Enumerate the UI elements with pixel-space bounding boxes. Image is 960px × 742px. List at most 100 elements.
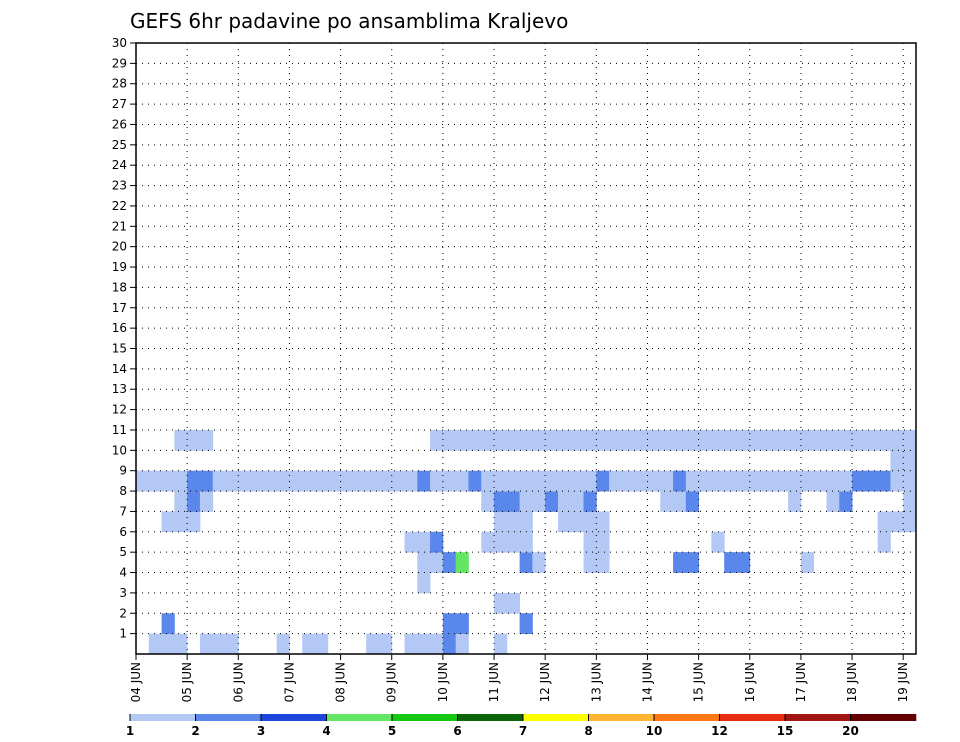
heatmap-cell <box>442 613 457 635</box>
heatmap-cell <box>315 633 329 655</box>
heatmap-cell <box>839 491 853 512</box>
y-tick-label: 24 <box>112 158 127 172</box>
heatmap-cell <box>481 470 495 492</box>
colorbar-label: 8 <box>584 724 592 738</box>
heatmap-cell <box>148 470 162 492</box>
heatmap-cell <box>506 470 521 492</box>
heatmap-cell <box>417 572 431 594</box>
heatmap-cell <box>724 552 738 573</box>
heatmap-cell <box>583 470 597 492</box>
heatmap-cell <box>455 633 469 655</box>
heatmap-cell <box>404 531 418 553</box>
heatmap-cells <box>136 429 917 655</box>
heatmap-cell <box>161 511 175 533</box>
heatmap-cell <box>161 470 175 492</box>
heatmap-cell <box>468 470 482 492</box>
heatmap-cell <box>161 613 175 635</box>
heatmap-cell <box>532 552 546 573</box>
y-tick-label: 9 <box>119 464 127 478</box>
heatmap-cell <box>417 633 431 655</box>
heatmap-cell <box>877 470 891 492</box>
heatmap-cell <box>609 470 623 492</box>
heatmap-cell <box>557 511 572 533</box>
heatmap-cell <box>839 470 853 492</box>
heatmap-cell <box>736 429 751 451</box>
heatmap-cell <box>762 470 776 492</box>
y-tick-label: 7 <box>119 504 127 518</box>
heatmap-cell <box>711 470 725 492</box>
y-tick-label: 26 <box>112 117 127 131</box>
heatmap-cell <box>430 531 444 553</box>
y-tick-label: 17 <box>112 301 127 315</box>
y-tick-label: 23 <box>112 179 127 193</box>
y-tick-label: 8 <box>119 484 127 498</box>
heatmap-cell <box>570 470 584 492</box>
heatmap-cell <box>455 613 469 635</box>
heatmap-cell <box>532 470 546 492</box>
heatmap-cell <box>621 470 636 492</box>
colorbar-segment <box>850 714 917 721</box>
heatmap-cell <box>481 491 495 512</box>
heatmap-cell <box>800 552 815 573</box>
heatmap-cell <box>519 613 533 635</box>
colorbar-label: 10 <box>646 724 663 738</box>
heatmap-cell <box>800 429 815 451</box>
heatmap-cell <box>366 470 380 492</box>
colorbar-segment <box>588 714 655 721</box>
heatmap-cell <box>506 491 521 512</box>
heatmap-cell <box>494 491 508 512</box>
heatmap-cell <box>187 429 201 451</box>
x-tick-label: 16 JUN <box>743 662 757 702</box>
heatmap-cell <box>877 429 891 451</box>
heatmap-cell <box>251 470 265 492</box>
x-tick-label: 18 JUN <box>845 662 859 702</box>
heatmap-cell <box>161 633 175 655</box>
heatmap-cell <box>174 470 188 492</box>
heatmap-cell <box>775 470 789 492</box>
heatmap-cell <box>596 470 610 492</box>
x-tick-label: 19 JUN <box>896 662 910 702</box>
heatmap-cell <box>481 531 495 553</box>
heatmap-cell <box>519 429 533 451</box>
heatmap-cell <box>417 531 431 553</box>
heatmap-cell <box>455 552 469 573</box>
heatmap-cell <box>442 552 457 573</box>
heatmap-cell <box>826 470 840 492</box>
heatmap-cell <box>775 429 789 451</box>
colorbar-label: 2 <box>191 724 199 738</box>
colorbar-segment <box>261 714 327 721</box>
colorbar-label: 12 <box>711 724 728 738</box>
heatmap-cell <box>673 429 687 451</box>
x-tick-label: 05 JUN <box>180 662 194 702</box>
y-tick-label: 4 <box>119 566 127 580</box>
heatmap-cell <box>199 429 214 451</box>
colorbar-label: 4 <box>322 724 330 738</box>
heatmap-cell <box>877 531 891 553</box>
heatmap-cell <box>366 633 380 655</box>
x-tick-label: 13 JUN <box>589 662 603 702</box>
heatmap-cell <box>506 531 521 553</box>
y-tick-label: 29 <box>112 56 127 70</box>
x-tick-label: 09 JUN <box>385 662 399 702</box>
heatmap-cell <box>890 470 904 492</box>
x-tick-label: 12 JUN <box>538 662 552 702</box>
heatmap-cell <box>864 429 879 451</box>
heatmap-cell <box>788 470 802 492</box>
y-tick-label: 13 <box>112 382 127 396</box>
y-tick-label: 16 <box>112 321 127 335</box>
heatmap-cell <box>826 429 840 451</box>
heatmap-cell <box>481 429 495 451</box>
heatmap-cell <box>545 429 559 451</box>
heatmap-cell <box>596 429 610 451</box>
heatmap-cell <box>417 470 431 492</box>
heatmap-cell <box>903 491 917 512</box>
heatmap-cell <box>621 429 636 451</box>
heatmap-cell <box>685 552 700 573</box>
heatmap-cell <box>647 470 661 492</box>
heatmap-cell <box>136 470 150 492</box>
y-tick-label: 11 <box>112 423 127 437</box>
heatmap-cell <box>174 511 188 533</box>
colorbar-segment <box>392 714 458 721</box>
colorbar-segment <box>654 714 720 721</box>
heatmap-cell <box>583 511 597 533</box>
